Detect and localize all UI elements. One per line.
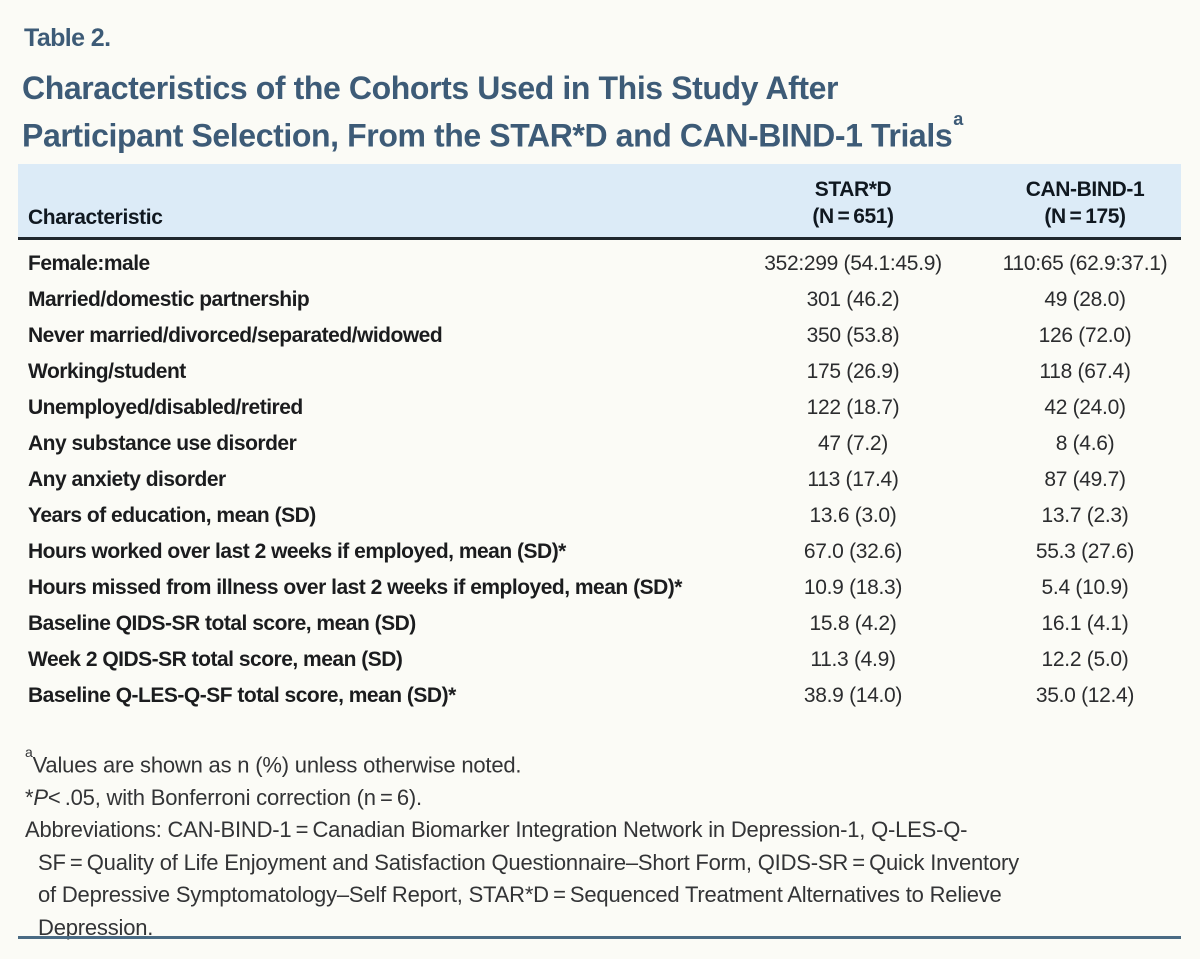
row-canbind-value: 118 (67.4): [1039, 360, 1131, 383]
row-stard-value: 175 (26.9): [806, 360, 900, 383]
row-characteristic-label: Hours worked over last 2 weeks if employ…: [28, 540, 566, 563]
cohort-characteristics-table: Characteristic STAR*D (N = 651) CAN-BIND…: [18, 164, 1181, 714]
row-canbind-value: 16.1 (4.1): [1041, 612, 1129, 635]
row-stard-value: 301 (46.2): [806, 288, 900, 311]
row-characteristic-label: Week 2 QIDS-SR total score, mean (SD): [28, 648, 403, 671]
row-characteristic-label: Married/domestic partnership: [28, 288, 310, 311]
row-stard-value: 38.9 (14.0): [803, 684, 903, 707]
header-canbind-column: CAN-BIND-1 (N = 175): [989, 176, 1181, 230]
header-stard-n: (N = 651): [812, 205, 894, 228]
row-characteristic-label: Never married/divorced/separated/widowed: [28, 324, 443, 347]
row-characteristic-label: Baseline Q-LES-Q-SF total score, mean (S…: [28, 684, 456, 707]
header-characteristic: Characteristic: [28, 206, 163, 229]
row-canbind-value: 126 (72.0): [1038, 324, 1132, 347]
row-stard-value: 113 (17.4): [807, 468, 899, 491]
row-characteristic-label: Years of education, mean (SD): [28, 504, 316, 527]
abbreviations-line-4: Depression.: [38, 914, 154, 940]
row-stard-value: 350 (53.8): [806, 324, 900, 347]
table-row: Working/student 175 (26.9) 118 (67.4): [18, 354, 1181, 390]
table-row: Never married/divorced/separated/widowed…: [18, 318, 1181, 354]
footnote-a-marker: a: [25, 744, 33, 760]
bottom-rule: [18, 936, 1181, 939]
table-row: Married/domestic partnership 301 (46.2) …: [18, 282, 1181, 318]
row-stard-value: 15.8 (4.2): [809, 612, 897, 635]
table-header-row: Characteristic STAR*D (N = 651) CAN-BIND…: [18, 164, 1181, 240]
footnote-star-text: < .05, with Bonferroni correction (n = 6…: [47, 784, 422, 810]
abbreviations-line-1: Abbreviations: CAN-BIND-1 = Canadian Bio…: [25, 817, 968, 843]
row-characteristic-label: Baseline QIDS-SR total score, mean (SD): [28, 612, 416, 635]
table-row: Unemployed/disabled/retired 122 (18.7) 4…: [18, 390, 1181, 426]
row-canbind-value: 13.7 (2.3): [1041, 504, 1129, 527]
footnote-a-text: Values are shown as n (%) unless otherwi…: [32, 752, 522, 778]
row-characteristic-label: Working/student: [28, 360, 186, 383]
row-characteristic-label: Female:male: [28, 252, 150, 275]
footnote-a: aValues are shown as n (%) unless otherw…: [25, 743, 1019, 782]
abbreviations-line-3: of Depressive Symptomatology–Self Report…: [38, 882, 1002, 908]
row-stard-value: 11.3 (4.9): [810, 648, 896, 671]
footnote-star-marker: *: [25, 784, 34, 810]
row-canbind-value: 87 (49.7): [1044, 468, 1126, 491]
footnotes: aValues are shown as n (%) unless otherw…: [25, 743, 1019, 944]
table-row: Baseline QIDS-SR total score, mean (SD) …: [18, 606, 1181, 642]
header-stard-name: STAR*D: [814, 178, 892, 201]
header-stard-column: STAR*D (N = 651): [717, 176, 989, 230]
page-title: Characteristics of the Cohorts Used in T…: [22, 68, 963, 157]
table-body: Female:male 352:299 (54.1:45.9) 110:65 (…: [18, 240, 1181, 714]
header-canbind-name: CAN-BIND-1: [1025, 178, 1145, 201]
row-canbind-value: 8 (4.6): [1055, 432, 1115, 455]
row-characteristic-label: Hours missed from illness over last 2 we…: [28, 576, 682, 599]
row-stard-value: 47 (7.2): [818, 432, 888, 455]
row-canbind-value: 12.2 (5.0): [1041, 648, 1129, 671]
footnote-abbreviations: Abbreviations: CAN-BIND-1 = Canadian Bio…: [25, 814, 1019, 944]
table-row: Baseline Q-LES-Q-SF total score, mean (S…: [18, 678, 1181, 714]
row-stard-value: 10.9 (18.3): [803, 576, 903, 599]
table-row: Years of education, mean (SD) 13.6 (3.0)…: [18, 498, 1181, 534]
header-canbind-n: (N = 175): [1044, 205, 1126, 228]
title-line-2: Participant Selection, From the STAR*D a…: [22, 117, 953, 154]
title-line-1: Characteristics of the Cohorts Used in T…: [22, 70, 839, 106]
footnote-p-symbol: P: [33, 784, 48, 810]
title-footnote-marker: a: [953, 109, 963, 129]
row-characteristic-label: Any anxiety disorder: [28, 468, 226, 491]
row-stard-value: 122 (18.7): [806, 396, 900, 419]
row-stard-value: 67.0 (32.6): [803, 540, 903, 563]
row-canbind-value: 5.4 (10.9): [1041, 576, 1129, 599]
row-characteristic-label: Unemployed/disabled/retired: [28, 396, 303, 419]
table-row: Week 2 QIDS-SR total score, mean (SD) 11…: [18, 642, 1181, 678]
row-canbind-value: 55.3 (27.6): [1035, 540, 1135, 563]
row-stard-value: 352:299 (54.1:45.9): [764, 252, 942, 275]
row-canbind-value: 110:65 (62.9:37.1): [1002, 252, 1168, 275]
row-canbind-value: 42 (24.0): [1044, 396, 1126, 419]
table-number: Table 2.: [24, 24, 111, 52]
row-stard-value: 13.6 (3.0): [809, 504, 897, 527]
row-canbind-value: 35.0 (12.4): [1035, 684, 1135, 707]
table-row: Female:male 352:299 (54.1:45.9) 110:65 (…: [18, 246, 1181, 282]
table-row: Any anxiety disorder 113 (17.4) 87 (49.7…: [18, 462, 1181, 498]
footnote-significance: *P< .05, with Bonferroni correction (n =…: [25, 782, 1019, 815]
table-row: Hours worked over last 2 weeks if employ…: [18, 534, 1181, 570]
table-row: Any substance use disorder 47 (7.2) 8 (4…: [18, 426, 1181, 462]
abbreviations-line-2: SF = Quality of Life Enjoyment and Satis…: [38, 849, 1019, 875]
table-row: Hours missed from illness over last 2 we…: [18, 570, 1181, 606]
row-canbind-value: 49 (28.0): [1044, 288, 1126, 311]
row-characteristic-label: Any substance use disorder: [28, 432, 297, 455]
